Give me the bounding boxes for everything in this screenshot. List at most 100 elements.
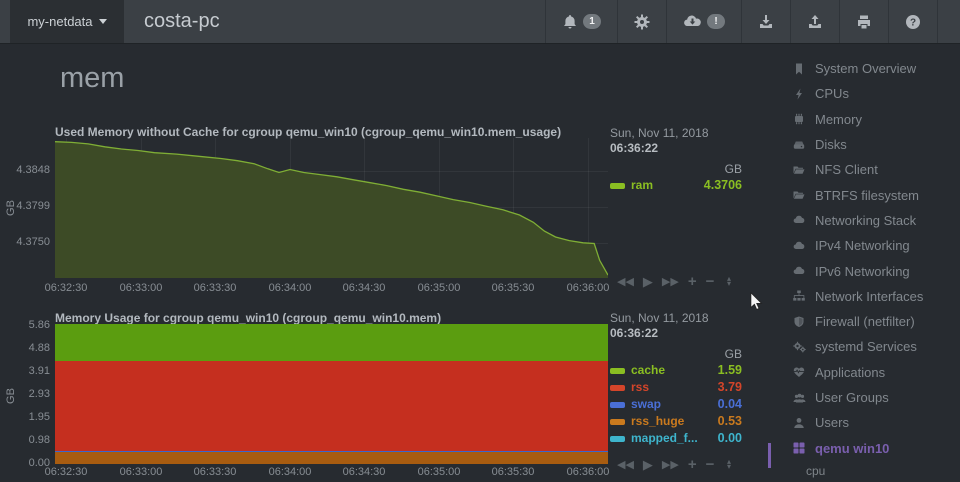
resize-handle-icon[interactable]: ▴▾ (727, 276, 731, 286)
help-button[interactable]: ? (888, 0, 938, 43)
x-tick: 06:33:00 (120, 466, 163, 478)
x-tick: 06:33:30 (194, 282, 237, 294)
play-icon[interactable]: ▶ (643, 275, 653, 289)
cloud-icon (793, 240, 805, 252)
chart-mem-usage: Used Memory without Cache for cgroup qem… (0, 120, 766, 306)
sidebar-item-label: IPv4 Networking (815, 238, 910, 253)
zoom-out-icon[interactable]: − (706, 275, 715, 289)
y-tick: 0.00 (2, 457, 50, 469)
sidebar-item-cpus[interactable]: CPUs (770, 81, 960, 106)
legend-time: 06:36:22 (610, 141, 742, 156)
legend-unit: GB (610, 347, 742, 362)
cogs-icon (793, 341, 806, 353)
user-icon (793, 417, 805, 429)
legend-row-cache[interactable]: cache 1.59 (610, 362, 742, 379)
chart-mem: Memory Usage for cgroup qemu_win10 (cgro… (0, 306, 766, 482)
y-tick: 0.98 (2, 434, 50, 446)
pan-backward-icon[interactable]: ◀◀ (617, 458, 634, 472)
sidebar-item-systemd-services[interactable]: systemd Services (770, 334, 960, 359)
rss-huge-band (55, 452, 608, 464)
folder-icon (793, 164, 805, 176)
sidebar-item-qemu-win10[interactable]: qemu win10 (770, 435, 960, 460)
zoom-out-icon[interactable]: − (706, 458, 715, 472)
zoom-in-icon[interactable]: + (688, 458, 697, 472)
series-swatch (610, 436, 625, 442)
settings-button[interactable] (617, 0, 666, 43)
svg-text:?: ? (910, 17, 916, 28)
resize-handle-icon[interactable]: ▴▾ (727, 459, 731, 469)
grid-icon (793, 442, 805, 454)
cloud-alert-badge: ! (707, 14, 725, 29)
hostname-title: costa-pc (144, 0, 220, 43)
sidebar-subitem-cpu[interactable]: cpu (806, 461, 960, 481)
sidebar-item-users[interactable]: Users (770, 410, 960, 435)
navbar-actions: 1 ! ? (545, 0, 938, 43)
shield-icon (793, 316, 805, 328)
sidebar-item-disks[interactable]: Disks (770, 132, 960, 157)
folder-icon (793, 189, 805, 201)
cloud-icon (793, 265, 805, 277)
series-swatch (610, 368, 625, 374)
x-tick: 06:32:30 (45, 282, 88, 294)
x-tick: 06:36:00 (567, 282, 610, 294)
legend-row-mapped-file[interactable]: mapped_f... 0.00 (610, 430, 742, 447)
sidebar-item-network-interfaces[interactable]: Network Interfaces (770, 284, 960, 309)
x-tick: 06:34:00 (269, 282, 312, 294)
legend-row-rss-huge[interactable]: rss_huge 0.53 (610, 413, 742, 430)
print-icon (856, 14, 872, 30)
play-icon[interactable]: ▶ (643, 458, 653, 472)
x-axis: 06:32:30 06:33:00 06:33:30 06:34:00 06:3… (55, 466, 608, 480)
stacked-areas (55, 322, 608, 464)
legend-row-ram[interactable]: ram 4.3706 (610, 177, 742, 194)
rss-band (55, 361, 608, 450)
sidebar-item-user-groups[interactable]: User Groups (770, 385, 960, 410)
pan-forward-icon[interactable]: ▶▶ (662, 458, 679, 472)
import-button[interactable] (741, 0, 790, 43)
zoom-in-icon[interactable]: + (688, 275, 697, 289)
sidebar-item-ipv4[interactable]: IPv4 Networking (770, 233, 960, 258)
cache-band (55, 324, 608, 361)
sidebar-item-networking-stack[interactable]: Networking Stack (770, 208, 960, 233)
sidebar-item-memory[interactable]: Memory (770, 107, 960, 132)
chart-plot-area[interactable] (55, 322, 608, 464)
sidebar-item-system-overview[interactable]: System Overview (770, 56, 960, 81)
sidebar-item-btrfs[interactable]: BTRFS filesystem (770, 182, 960, 207)
series-swatch (610, 402, 625, 408)
y-tick: 4.88 (2, 342, 50, 354)
export-button[interactable] (790, 0, 839, 43)
help-icon: ? (905, 14, 921, 30)
sidebar-item-label: Firewall (netfilter) (815, 314, 915, 329)
pan-forward-icon[interactable]: ▶▶ (662, 275, 679, 289)
sidebar-item-applications[interactable]: Applications (770, 360, 960, 385)
memory-chip-icon (793, 113, 805, 125)
sidebar-item-label: CPUs (815, 86, 849, 101)
series-name: mapped_f... (631, 430, 698, 447)
x-tick: 06:33:30 (194, 466, 237, 478)
pan-backward-icon[interactable]: ◀◀ (617, 275, 634, 289)
export-upload-icon (807, 14, 823, 30)
server-dropdown[interactable]: my-netdata (10, 0, 124, 43)
caret-down-icon (99, 19, 107, 24)
x-tick: 06:35:00 (418, 282, 461, 294)
legend-row-rss[interactable]: rss 3.79 (610, 379, 742, 396)
cloud-sync-button[interactable]: ! (666, 0, 741, 43)
sidebar-item-nfs-client[interactable]: NFS Client (770, 157, 960, 182)
sidebar-item-ipv6[interactable]: IPv6 Networking (770, 258, 960, 283)
series-name: rss (631, 379, 649, 396)
series-swatch (610, 385, 625, 391)
sidebar-item-label: IPv6 Networking (815, 264, 910, 279)
sidebar-item-label: qemu win10 (815, 441, 889, 456)
print-button[interactable] (839, 0, 888, 43)
series-name: swap (631, 396, 661, 413)
alarms-button[interactable]: 1 (545, 0, 617, 43)
chart-plot-area[interactable] (55, 138, 608, 278)
chart-toolbar: ◀◀ ▶ ▶▶ + − (617, 275, 714, 289)
server-dropdown-label: my-netdata (27, 14, 92, 29)
legend-row-swap[interactable]: swap 0.04 (610, 396, 742, 413)
series-value: 0.00 (718, 430, 742, 447)
sidebar-item-firewall[interactable]: Firewall (netfilter) (770, 309, 960, 334)
legend-time: 06:36:22 (610, 326, 742, 341)
alarms-bell-icon (562, 14, 578, 30)
sidebar-item-label: User Groups (815, 390, 889, 405)
x-tick: 06:35:00 (418, 466, 461, 478)
